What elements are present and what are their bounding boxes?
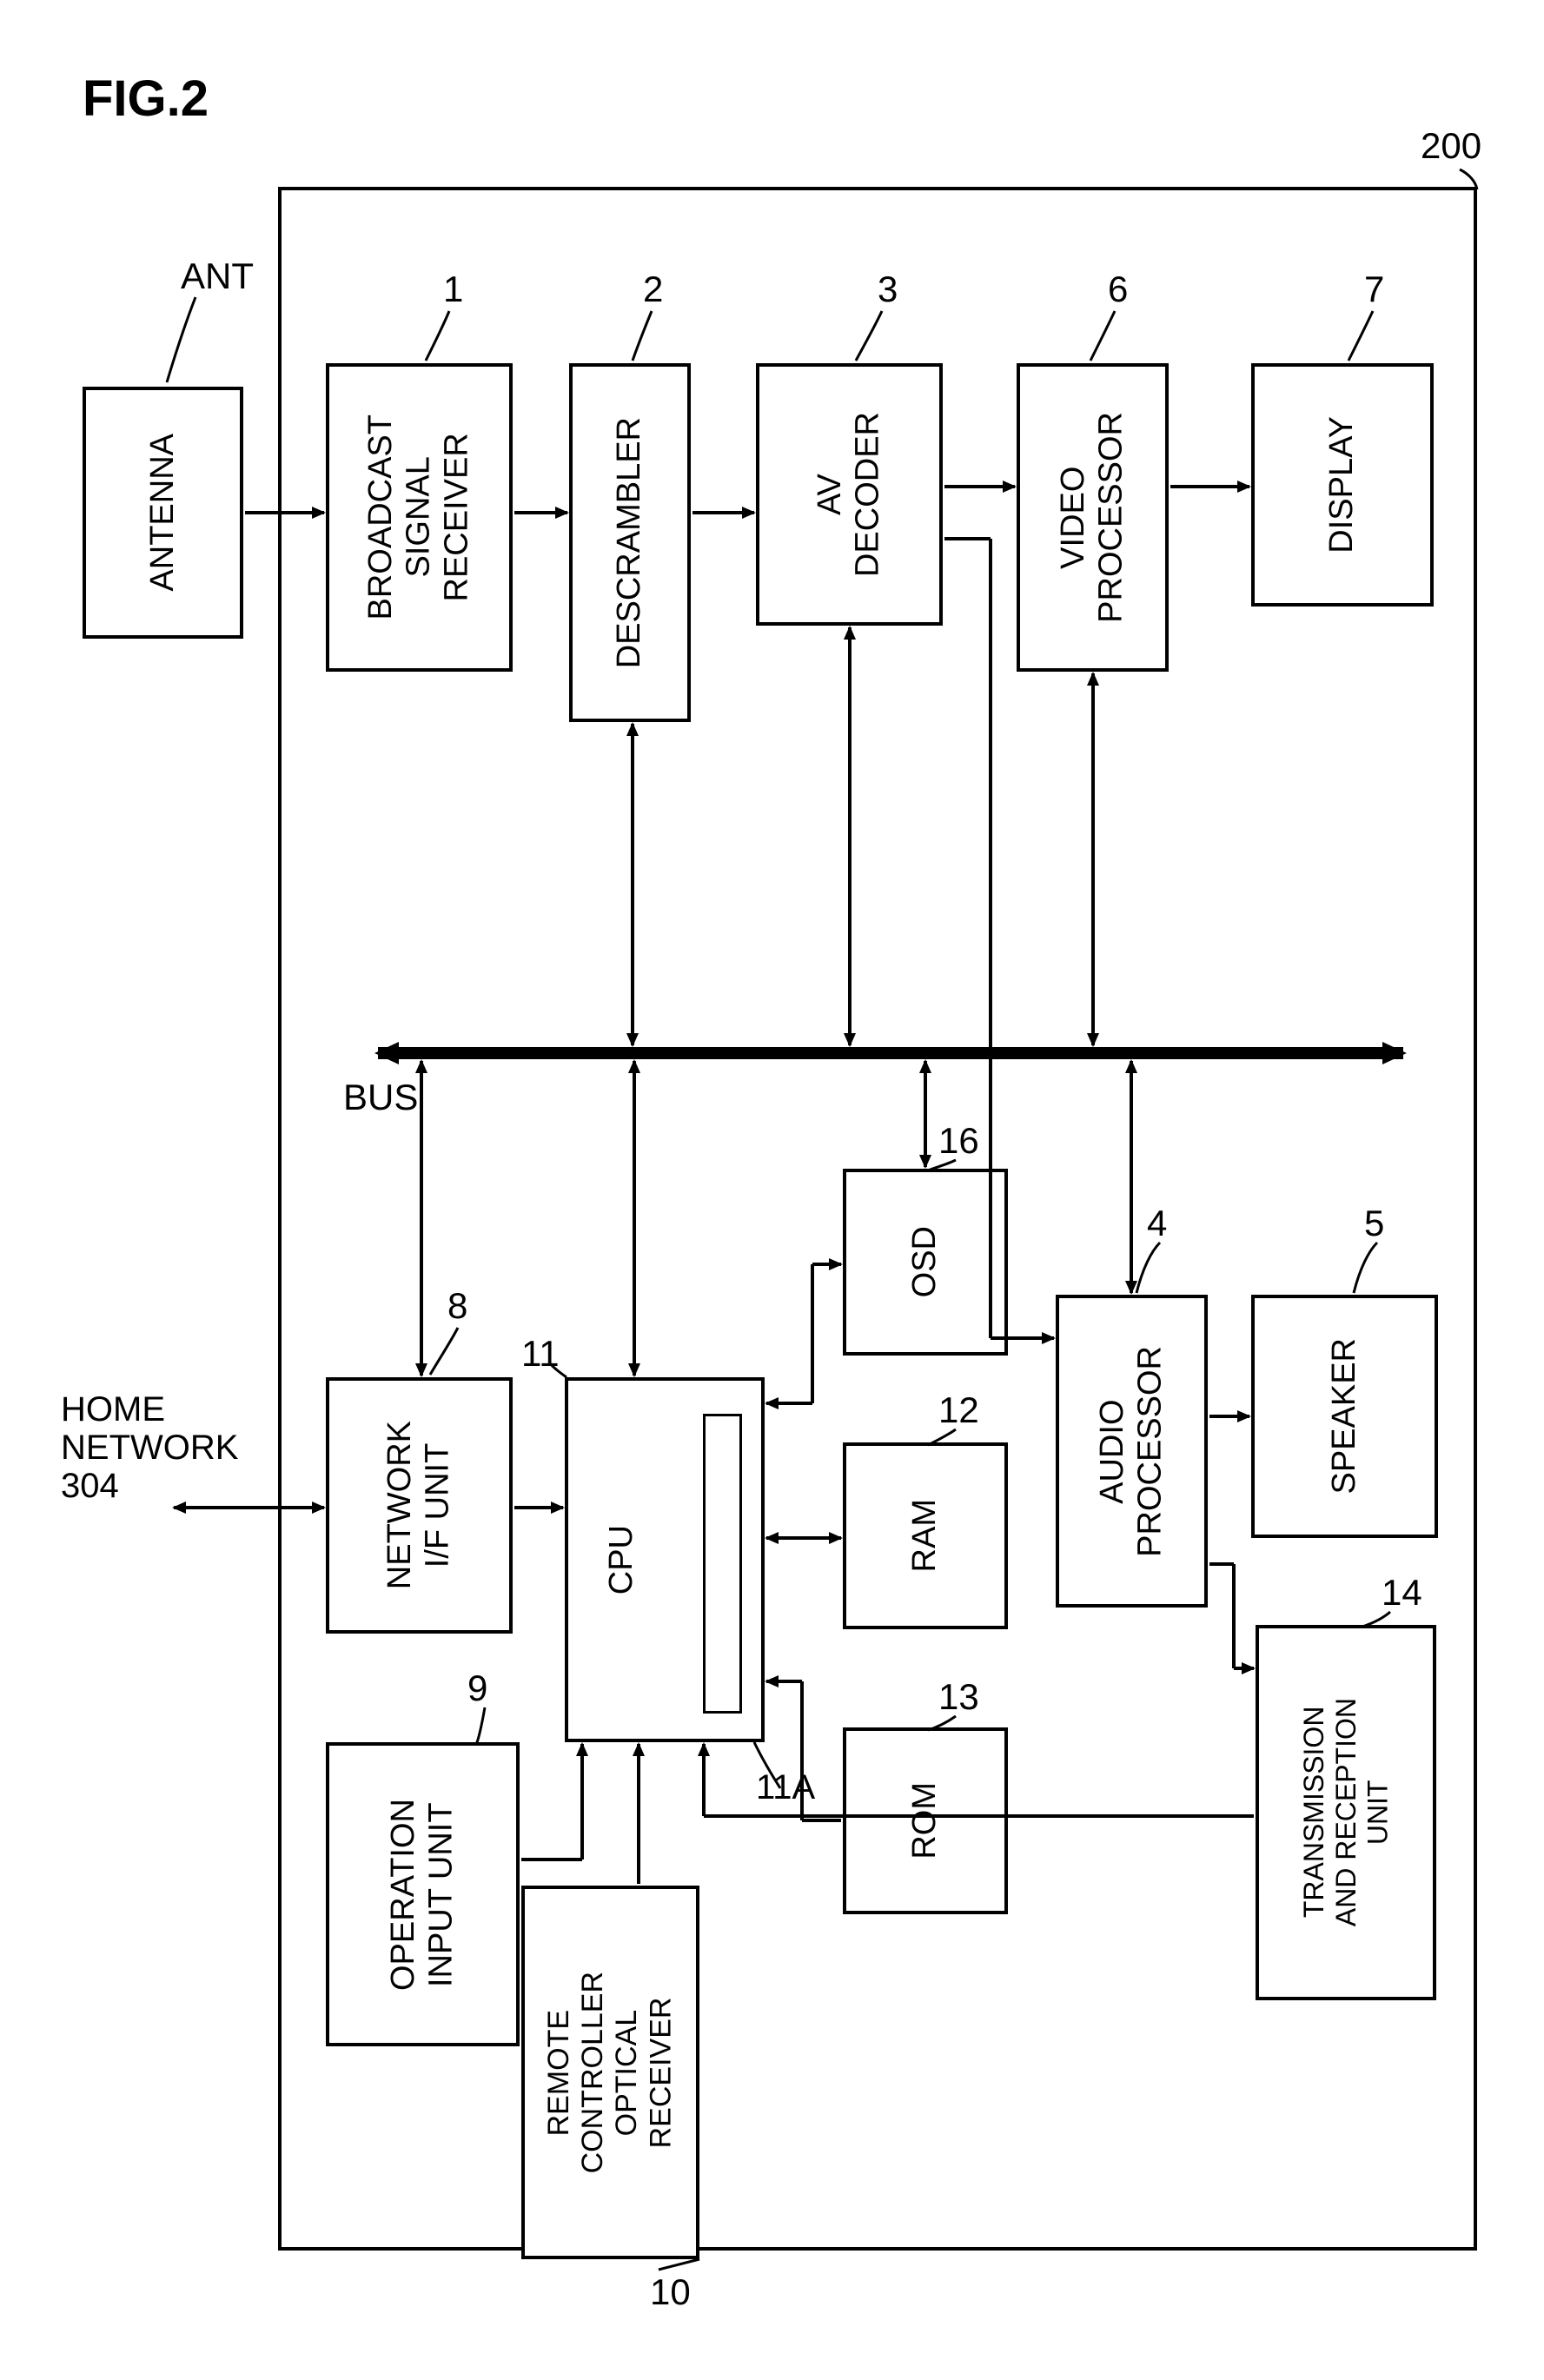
diagram-canvas: FIG.2 200 ANT HOME NETWORK 304 BUS ANTEN… bbox=[35, 35, 1509, 2345]
wiring-svg bbox=[35, 35, 1509, 2345]
